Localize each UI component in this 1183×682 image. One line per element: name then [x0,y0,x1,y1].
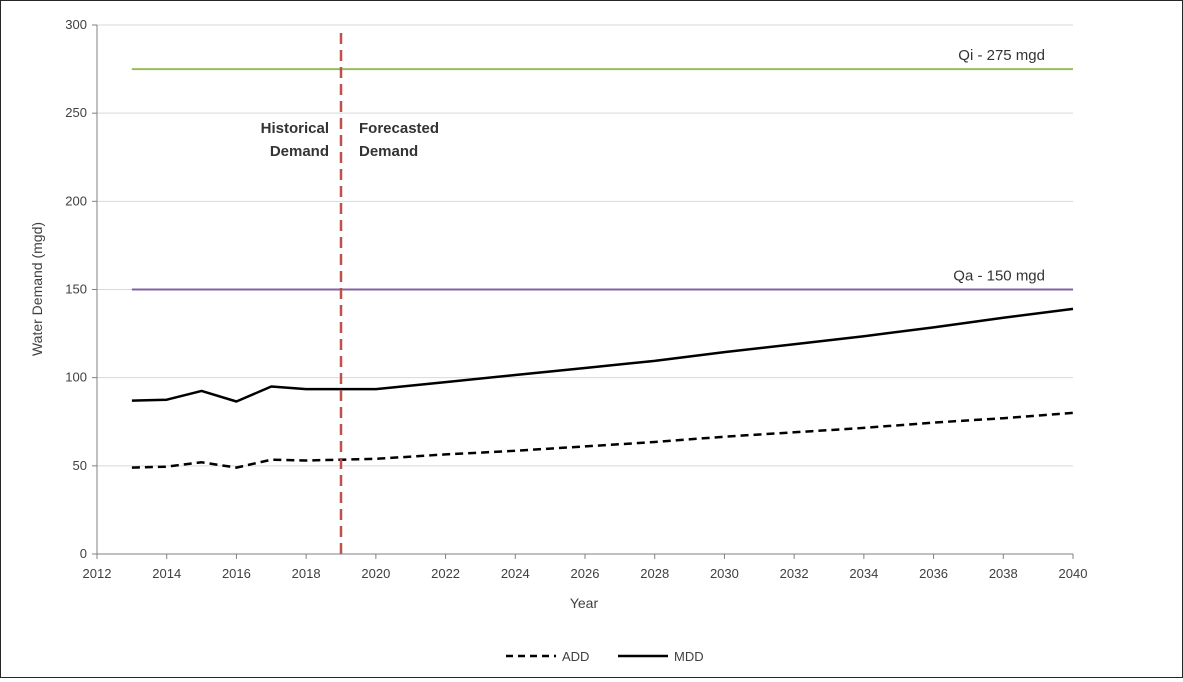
x-tick-label: 2036 [919,566,948,581]
x-tick-label: 2016 [222,566,251,581]
forecasted-demand-label: Demand [359,143,418,160]
y-tick-label: 200 [65,193,87,208]
x-tick-label: 2038 [989,566,1018,581]
x-tick-label: 2028 [640,566,669,581]
y-tick-label: 100 [65,370,87,385]
reference-line-label: Qi - 275 mgd [958,47,1045,64]
y-tick-label: 0 [80,546,87,561]
y-tick-label: 150 [65,282,87,297]
x-tick-label: 2030 [710,566,739,581]
x-tick-label: 2012 [83,566,112,581]
x-tick-label: 2014 [152,566,181,581]
legend-label-mdd: MDD [674,649,704,664]
x-tick-label: 2026 [571,566,600,581]
x-tick-label: 2040 [1059,566,1088,581]
legend: ADD MDD [506,649,704,664]
forecasted-demand-label: Forecasted [359,120,439,137]
y-axis-title: Water Demand (mgd) [29,222,45,356]
reference-line-label: Qa - 150 mgd [953,268,1045,285]
axes [92,24,1074,559]
x-tick-label: 2032 [780,566,809,581]
historical-demand-label: Historical [261,120,329,137]
series-line-mdd [131,307,1074,403]
y-tick-label: 250 [65,105,87,120]
x-tick-label: 2018 [292,566,321,581]
x-tick-label: 2034 [849,566,878,581]
x-tick-label: 2024 [501,566,530,581]
legend-label-add: ADD [562,649,589,664]
historical-demand-label: Demand [270,143,329,160]
x-tick-label: 2022 [431,566,460,581]
y-tick-label: 300 [65,17,87,32]
x-tick-label: 2020 [361,566,390,581]
x-axis-title: Year [570,595,599,611]
tick-labels: 0 50 100 150 200 250 300 2012 2014 2016 2018 2020 20… [65,17,1087,581]
historical-forecast-divider-group: Historical Demand Forecasted Demand [261,33,439,554]
y-tick-label: 50 [73,458,87,473]
series-line-add [131,411,1074,469]
data-series [131,307,1074,469]
reference-lines: Qi - 275 mgd Qa - 150 mgd [131,47,1073,291]
